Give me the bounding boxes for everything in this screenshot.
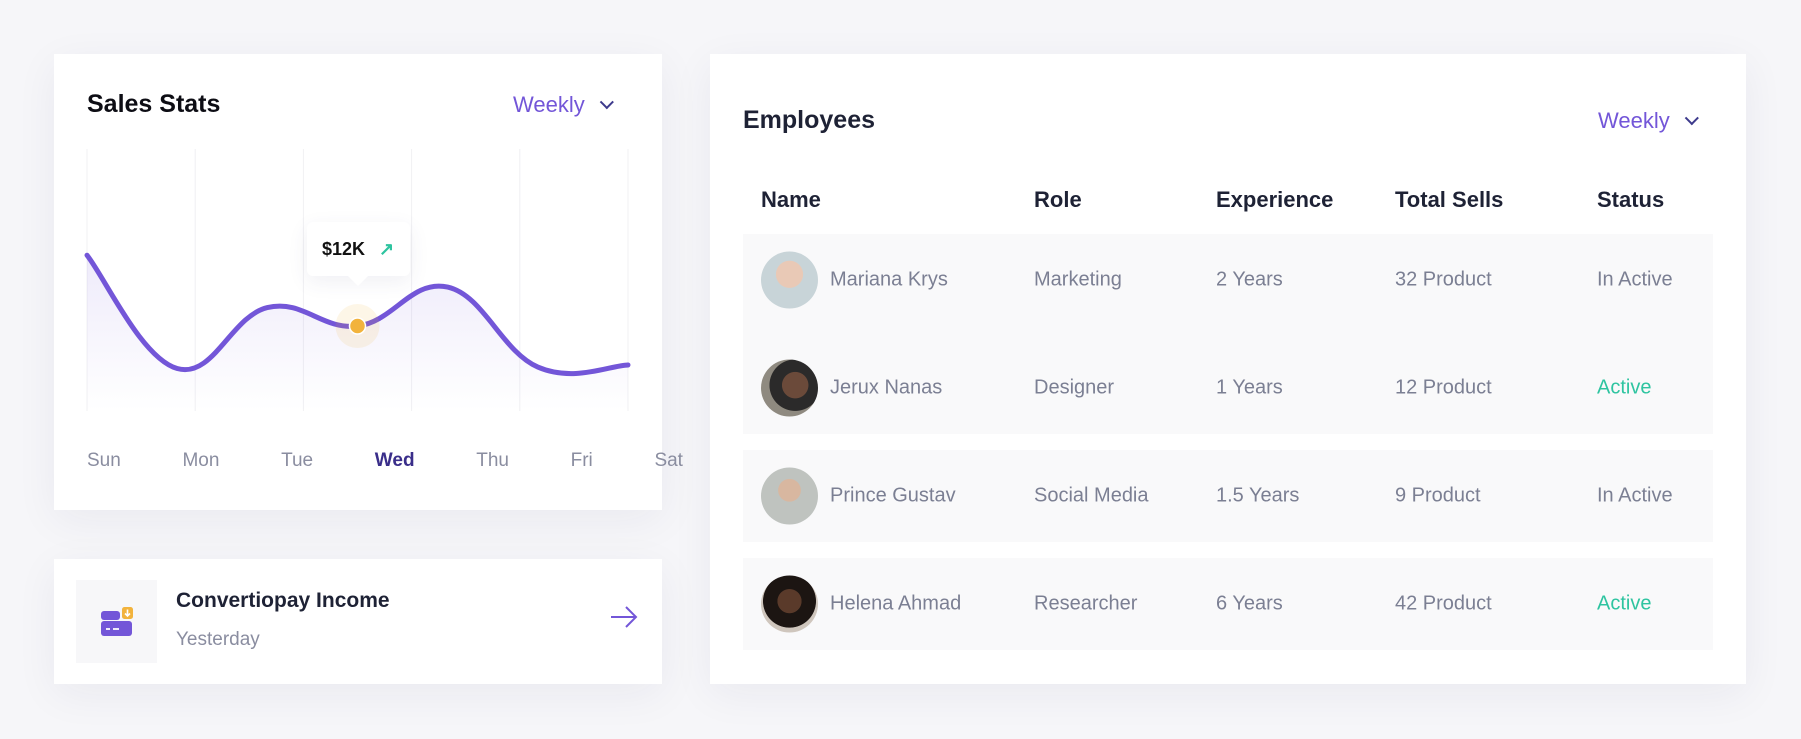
cell-name: Jerux Nanas <box>830 376 943 399</box>
sales-stats-title: Sales Stats <box>87 90 221 118</box>
employees-card: Employees Weekly Name Role Experience Total… <box>710 54 1746 684</box>
avatar <box>761 251 818 309</box>
x-tick-label[interactable]: Sat <box>654 450 683 471</box>
cell-name: Helena Ahmad <box>830 592 962 615</box>
avatar <box>761 467 818 525</box>
status-badge: Active <box>1597 376 1652 399</box>
column-header[interactable]: Total Sells <box>1395 187 1504 212</box>
cell-sells: 42 Product <box>1395 592 1492 615</box>
status-badge: In Active <box>1597 484 1673 507</box>
cell-sells: 12 Product <box>1395 376 1492 399</box>
cell-experience: 6 Years <box>1216 592 1283 615</box>
cell-sells: 32 Product <box>1395 268 1492 291</box>
cell-experience: 1.5 Years <box>1216 484 1300 507</box>
x-axis-labels: Sun Mon Tue Wed Thu Fri Sat <box>87 450 683 472</box>
cell-role: Social Media <box>1034 484 1149 507</box>
sales-line-chart <box>84 149 631 411</box>
period-label: Weekly <box>513 92 585 117</box>
period-label: Weekly <box>1598 108 1670 133</box>
cell-role: Researcher <box>1034 592 1138 615</box>
status-badge: Active <box>1597 592 1652 615</box>
x-tick-label[interactable]: Tue <box>281 450 314 471</box>
row-background <box>743 234 1713 434</box>
cell-role: Marketing <box>1034 268 1122 291</box>
cell-experience: 1 Years <box>1216 376 1283 399</box>
column-header[interactable]: Role <box>1034 187 1082 212</box>
cell-name: Prince Gustav <box>830 484 956 507</box>
arrow-right-icon[interactable] <box>610 605 638 629</box>
chevron-down-icon <box>1684 111 1699 126</box>
cell-role: Designer <box>1034 376 1115 399</box>
tooltip-value: $12K <box>321 238 365 259</box>
column-header[interactable]: Status <box>1597 187 1665 212</box>
avatar <box>761 359 818 417</box>
x-tick-label[interactable]: Sun <box>87 450 121 471</box>
status-badge: In Active <box>1597 268 1673 291</box>
employees-period-dropdown[interactable]: Weekly <box>1598 108 1699 134</box>
column-header[interactable]: Experience <box>1216 187 1334 212</box>
employees-title: Employees <box>743 106 876 134</box>
row-background <box>743 450 1713 542</box>
highlight-point <box>348 317 367 335</box>
x-tick-label[interactable]: Thu <box>476 450 509 471</box>
cell-name: Mariana Krys <box>830 268 948 291</box>
sales-period-dropdown[interactable]: Weekly <box>513 92 614 118</box>
sales-stats-card: Sales Stats Weekly $12K ↗ Sun Mon Tue Wed Th… <box>54 54 683 510</box>
arrow-up-right-icon: ↗ <box>378 238 395 259</box>
income-title: Convertiopay Income <box>176 589 390 612</box>
column-header[interactable]: Name <box>761 187 821 212</box>
cell-experience: 2 Years <box>1216 268 1283 291</box>
avatar <box>761 575 818 633</box>
x-tick-label[interactable]: Fri <box>570 450 593 471</box>
income-card[interactable]: Convertiopay Income Yesterday <box>54 559 662 684</box>
wallet-download-icon <box>76 580 157 663</box>
x-tick-label[interactable]: Mon <box>182 450 220 471</box>
chart-tooltip: $12K ↗ <box>306 222 410 287</box>
x-tick-label[interactable]: Wed <box>374 450 415 471</box>
income-subtitle: Yesterday <box>176 629 260 650</box>
row-background <box>743 558 1713 650</box>
cell-sells: 9 Product <box>1395 484 1481 507</box>
